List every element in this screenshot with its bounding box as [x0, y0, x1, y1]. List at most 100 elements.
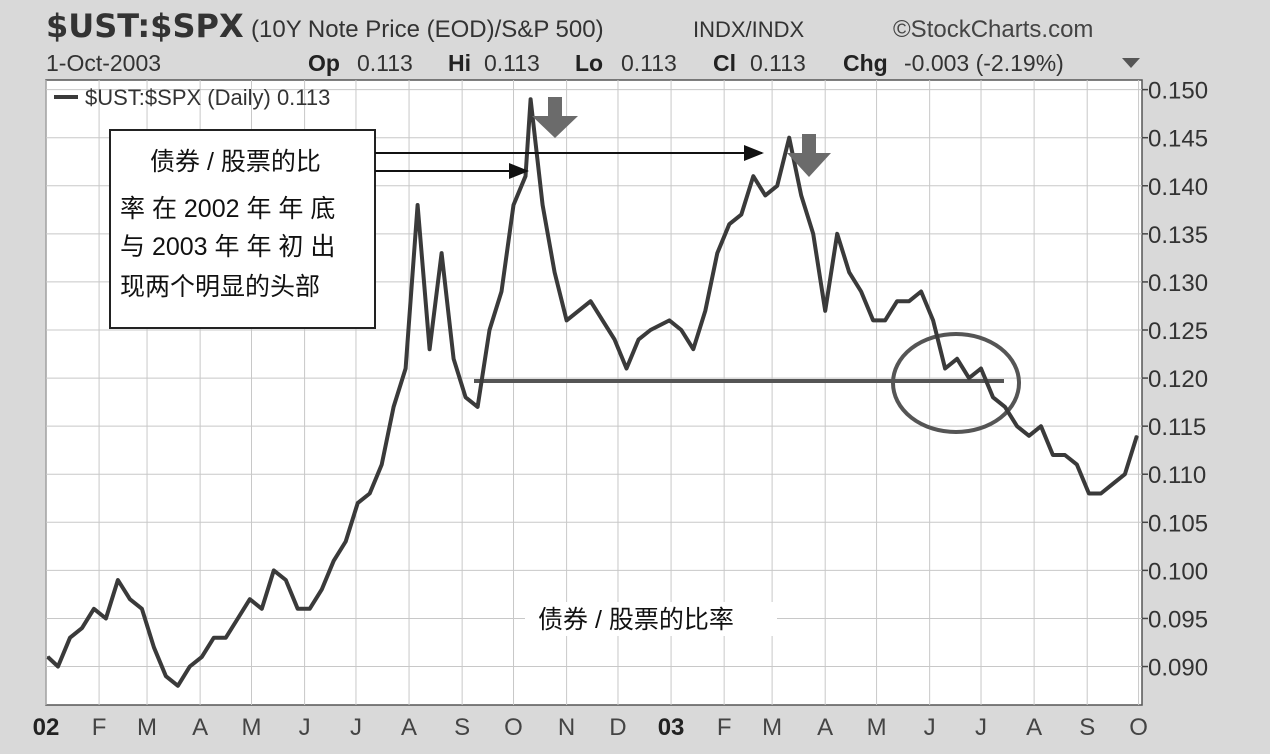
data-point [680, 329, 683, 331]
y-tick-label: 0.095 [1148, 606, 1208, 633]
data-point [932, 319, 934, 322]
data-point [81, 627, 83, 629]
data-point [249, 598, 251, 600]
data-point [776, 185, 778, 187]
data-point [440, 252, 443, 254]
y-tick-label: 0.105 [1148, 510, 1208, 537]
data-point [344, 540, 347, 543]
data-point [1028, 435, 1030, 437]
data-point [872, 319, 874, 322]
data-point [69, 636, 71, 639]
data-point [908, 300, 910, 303]
x-tick-label: 03 [658, 714, 685, 741]
low-label: Lo [575, 50, 603, 76]
data-point [141, 608, 143, 610]
x-tick-label: M [242, 714, 262, 741]
data-point [1100, 492, 1102, 495]
data-point [764, 194, 767, 197]
data-point [1136, 435, 1138, 437]
x-tick-label: F [717, 714, 732, 741]
exchange-label: INDX/INDX [693, 17, 805, 42]
data-point [392, 406, 395, 408]
x-tick-label: O [504, 714, 523, 741]
data-point [589, 300, 592, 303]
data-point [165, 675, 167, 677]
x-tick-label: O [1129, 714, 1148, 741]
x-tick-label: J [975, 714, 987, 741]
data-point [601, 319, 604, 322]
data-point [93, 608, 95, 610]
data-point [944, 367, 946, 370]
data-point [46, 656, 49, 658]
data-point [980, 367, 982, 370]
y-tick-label: 0.115 [1148, 414, 1206, 441]
data-point [1004, 406, 1006, 408]
close-label: Cl [713, 50, 736, 76]
x-tick-label: A [817, 714, 833, 741]
chevron-down-icon[interactable] [1122, 58, 1140, 68]
x-tick-label: A [192, 714, 208, 741]
data-point [500, 290, 503, 293]
x-tick-label: D [609, 714, 626, 741]
annotation-line-2: 率 在 2002 年 年 底 [120, 195, 335, 223]
x-tick-label: S [454, 714, 470, 741]
y-tick-label: 0.145 [1148, 126, 1208, 153]
data-point [1088, 492, 1090, 495]
data-point [57, 665, 59, 668]
x-tick-label: F [92, 714, 107, 741]
data-point [692, 348, 695, 351]
data-point [416, 204, 419, 206]
y-tick-label: 0.140 [1148, 174, 1208, 201]
data-point [273, 569, 275, 572]
data-point [1076, 463, 1078, 466]
open-value: 0.113 [357, 50, 413, 76]
x-tick-label: M [137, 714, 157, 741]
annotation-box [109, 129, 376, 329]
data-point [476, 406, 479, 408]
x-tick-label: 02 [33, 714, 60, 741]
series-line-ust-spx [46, 97, 1139, 688]
data-point [637, 338, 640, 341]
y-tick-label: 0.125 [1148, 318, 1208, 345]
data-point [105, 617, 107, 620]
data-point [464, 396, 467, 399]
data-point [824, 310, 826, 312]
data-point [613, 338, 616, 341]
change-label: Chg [843, 50, 888, 76]
high-label: Hi [448, 50, 471, 76]
low-value: 0.113 [621, 50, 677, 76]
chart-caption: 债券 / 股票的比率 [538, 606, 734, 634]
data-point [704, 310, 707, 312]
data-point [565, 319, 568, 322]
data-point [968, 377, 970, 379]
data-point [577, 310, 580, 312]
data-point [261, 608, 263, 610]
y-tick-label: 0.090 [1148, 655, 1208, 682]
data-point [848, 271, 850, 274]
data-point [404, 367, 407, 370]
x-tick-label: N [558, 714, 575, 741]
y-tick-label: 0.100 [1148, 558, 1208, 585]
high-value: 0.113 [484, 50, 540, 76]
data-point [992, 396, 994, 399]
y-tick-label: 0.130 [1148, 270, 1208, 297]
data-point [625, 367, 628, 370]
data-point [308, 608, 311, 610]
annotation-line-1: 债券 / 股票的比 [150, 148, 321, 176]
data-point [225, 636, 227, 639]
data-point [728, 223, 731, 225]
data-point [553, 271, 556, 274]
data-point [237, 617, 239, 620]
data-point [512, 204, 515, 206]
down-arrow-icon [532, 97, 578, 138]
data-point [368, 492, 371, 495]
annotation-line-3: 与 2003 年 年 初 出 [120, 233, 335, 261]
x-tick-label: J [350, 714, 362, 741]
data-point [524, 175, 527, 177]
data-point [213, 636, 215, 639]
data-point [1052, 454, 1054, 456]
data-point [716, 252, 719, 254]
breakdown-circle [891, 332, 1021, 434]
data-point [1064, 454, 1066, 456]
